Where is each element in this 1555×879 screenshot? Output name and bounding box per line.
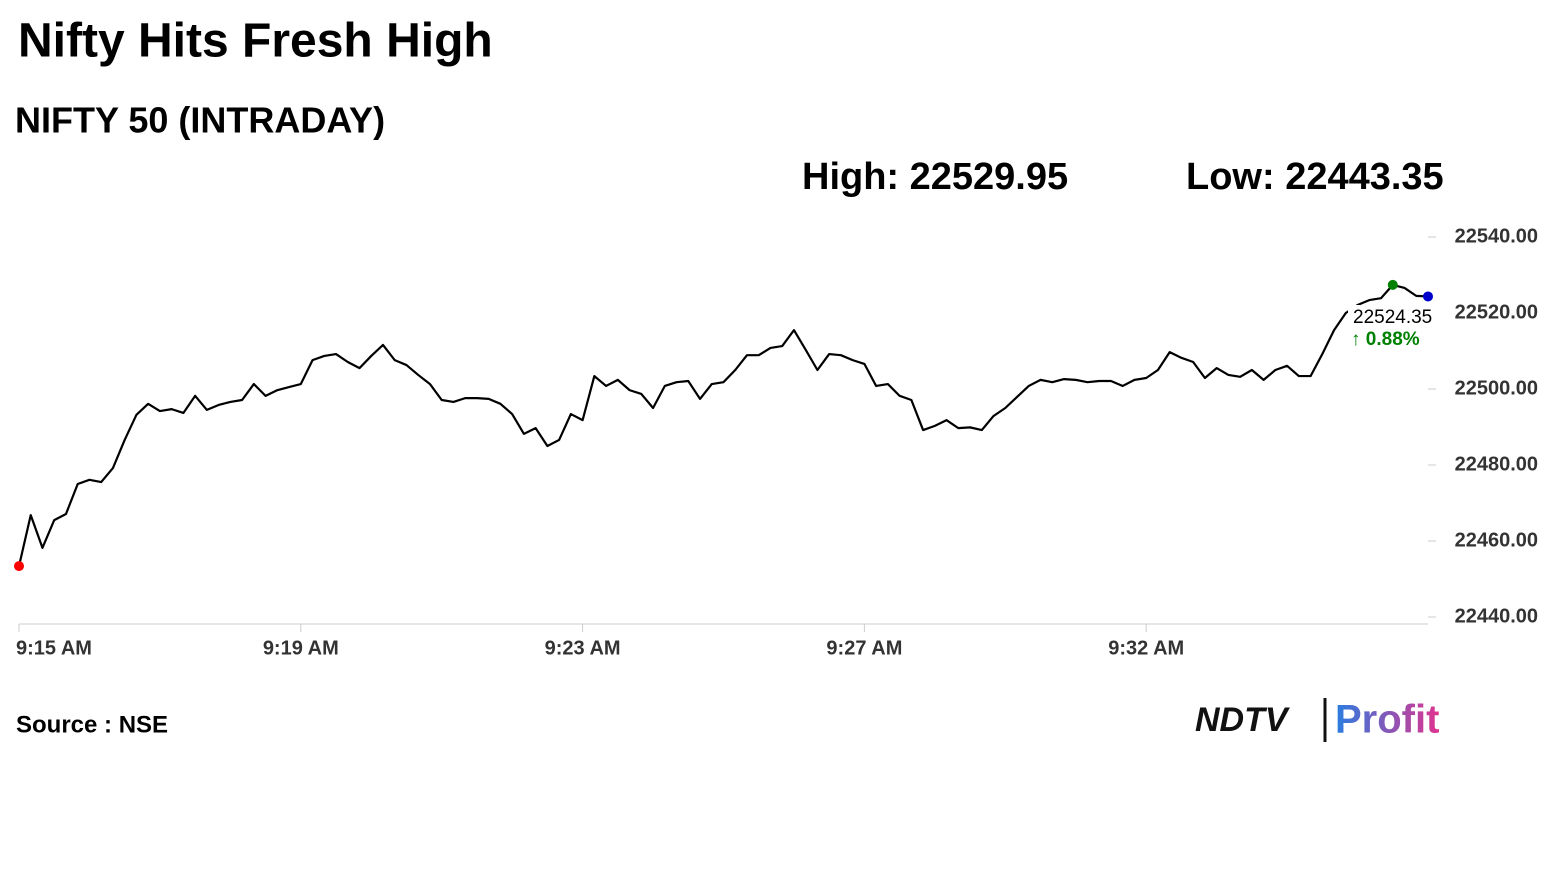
point-last <box>1423 291 1433 302</box>
x-tick-label: 9:27 AM <box>826 637 902 659</box>
last-label-bg <box>1348 305 1440 353</box>
series-line <box>17 283 1429 567</box>
point-max <box>1387 279 1398 290</box>
change-label: ↑ 0.88% <box>1351 329 1420 350</box>
source: Source : NSE <box>16 711 168 738</box>
point-first <box>14 561 24 572</box>
chart-subtitle: NIFTY 50 (INTRADAY) <box>15 100 385 141</box>
y-tick-label: 22520.00 <box>1455 301 1538 323</box>
y-tick-label: 22440.00 <box>1455 605 1538 627</box>
high-annotation: High: 22529.95 <box>802 156 1068 198</box>
x-tick-label: 9:32 AM <box>1108 637 1184 659</box>
chart-title: Nifty Hits Fresh High <box>18 15 493 68</box>
highlight-points <box>14 279 1433 572</box>
x-tick-label: 9:15 AM <box>16 637 92 659</box>
y-tick-label: 22500.00 <box>1455 377 1538 399</box>
logo-ndtv: NDTV <box>1195 701 1291 739</box>
x-tick-label: 9:19 AM <box>263 637 339 659</box>
y-tick-label: 22480.00 <box>1455 453 1538 475</box>
last-value-label: 22524.35 <box>1353 307 1432 328</box>
low-annotation: Low: 22443.35 <box>1186 156 1444 198</box>
y-tick-label: 22460.00 <box>1455 529 1538 551</box>
x-tick-label: 9:23 AM <box>545 637 621 659</box>
y-tick-label: 22540.00 <box>1455 225 1538 247</box>
logo-profit: Profit <box>1335 698 1439 742</box>
plot-area: 22440.00 22460.00 22480.00 22500.00 22520.00… <box>16 225 1538 659</box>
